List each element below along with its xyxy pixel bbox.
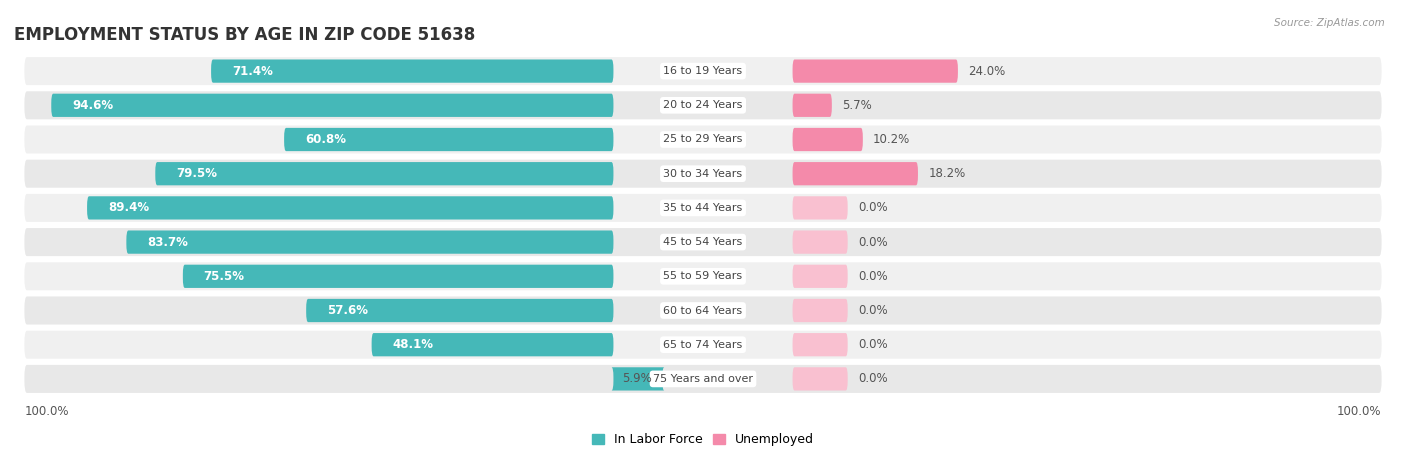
FancyBboxPatch shape — [51, 94, 613, 117]
Text: Source: ZipAtlas.com: Source: ZipAtlas.com — [1274, 18, 1385, 28]
FancyBboxPatch shape — [24, 331, 1382, 359]
FancyBboxPatch shape — [24, 262, 1382, 290]
Text: 75 Years and over: 75 Years and over — [652, 374, 754, 384]
Text: 18.2%: 18.2% — [928, 167, 966, 180]
FancyBboxPatch shape — [793, 265, 848, 288]
FancyBboxPatch shape — [211, 59, 613, 83]
FancyBboxPatch shape — [127, 230, 613, 254]
FancyBboxPatch shape — [24, 365, 1382, 393]
FancyBboxPatch shape — [24, 57, 1382, 85]
Text: 5.7%: 5.7% — [842, 99, 872, 112]
Text: 45 to 54 Years: 45 to 54 Years — [664, 237, 742, 247]
Text: 100.0%: 100.0% — [24, 405, 69, 418]
Text: 25 to 29 Years: 25 to 29 Years — [664, 135, 742, 144]
FancyBboxPatch shape — [793, 367, 848, 391]
FancyBboxPatch shape — [793, 333, 848, 356]
Text: 0.0%: 0.0% — [858, 236, 887, 248]
FancyBboxPatch shape — [24, 91, 1382, 119]
FancyBboxPatch shape — [24, 194, 1382, 222]
Text: 16 to 19 Years: 16 to 19 Years — [664, 66, 742, 76]
Text: 65 to 74 Years: 65 to 74 Years — [664, 340, 742, 350]
Text: 0.0%: 0.0% — [858, 373, 887, 385]
Text: 30 to 34 Years: 30 to 34 Years — [664, 169, 742, 179]
Text: 60.8%: 60.8% — [305, 133, 346, 146]
Text: 100.0%: 100.0% — [1337, 405, 1382, 418]
FancyBboxPatch shape — [183, 265, 613, 288]
Legend: In Labor Force, Unemployed: In Labor Force, Unemployed — [586, 428, 820, 450]
FancyBboxPatch shape — [284, 128, 613, 151]
FancyBboxPatch shape — [793, 128, 863, 151]
FancyBboxPatch shape — [612, 367, 664, 391]
Text: 48.1%: 48.1% — [392, 338, 433, 351]
Text: 83.7%: 83.7% — [148, 236, 188, 248]
FancyBboxPatch shape — [371, 333, 613, 356]
FancyBboxPatch shape — [793, 230, 848, 254]
Text: 71.4%: 71.4% — [232, 65, 273, 77]
Text: 79.5%: 79.5% — [176, 167, 217, 180]
Text: 5.9%: 5.9% — [623, 373, 652, 385]
Text: 20 to 24 Years: 20 to 24 Years — [664, 100, 742, 110]
Text: 0.0%: 0.0% — [858, 202, 887, 214]
Text: 0.0%: 0.0% — [858, 304, 887, 317]
FancyBboxPatch shape — [24, 160, 1382, 188]
Text: 0.0%: 0.0% — [858, 338, 887, 351]
FancyBboxPatch shape — [793, 94, 832, 117]
FancyBboxPatch shape — [793, 59, 957, 83]
Text: 75.5%: 75.5% — [204, 270, 245, 283]
FancyBboxPatch shape — [793, 162, 918, 185]
FancyBboxPatch shape — [24, 297, 1382, 324]
Text: 57.6%: 57.6% — [326, 304, 368, 317]
FancyBboxPatch shape — [24, 228, 1382, 256]
FancyBboxPatch shape — [24, 126, 1382, 153]
FancyBboxPatch shape — [87, 196, 613, 220]
Text: 89.4%: 89.4% — [108, 202, 149, 214]
Text: 10.2%: 10.2% — [873, 133, 911, 146]
Text: 60 to 64 Years: 60 to 64 Years — [664, 306, 742, 315]
Text: EMPLOYMENT STATUS BY AGE IN ZIP CODE 51638: EMPLOYMENT STATUS BY AGE IN ZIP CODE 516… — [14, 26, 475, 44]
FancyBboxPatch shape — [155, 162, 613, 185]
FancyBboxPatch shape — [793, 299, 848, 322]
Text: 55 to 59 Years: 55 to 59 Years — [664, 271, 742, 281]
FancyBboxPatch shape — [793, 196, 848, 220]
FancyBboxPatch shape — [307, 299, 613, 322]
Text: 0.0%: 0.0% — [858, 270, 887, 283]
Text: 35 to 44 Years: 35 to 44 Years — [664, 203, 742, 213]
Text: 24.0%: 24.0% — [969, 65, 1005, 77]
Text: 94.6%: 94.6% — [72, 99, 112, 112]
